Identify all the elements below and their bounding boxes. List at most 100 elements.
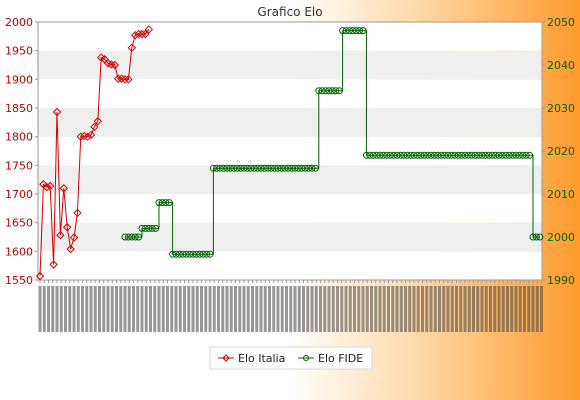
x-tick-label-smear bbox=[399, 286, 403, 332]
elo-fide-point bbox=[209, 164, 217, 172]
elo-fide-point bbox=[250, 164, 258, 172]
elo-fide-point bbox=[502, 151, 510, 159]
x-tick-label-smear bbox=[259, 286, 263, 332]
x-tick-label-smear bbox=[221, 286, 225, 332]
elo-italia-point bbox=[56, 231, 65, 240]
elo-fide-point bbox=[243, 164, 251, 172]
x-tick-label-smear bbox=[438, 286, 441, 332]
right-tick-label: 1990 bbox=[547, 274, 575, 287]
x-tick-label-smear bbox=[136, 286, 140, 332]
x-tick-label-smear bbox=[442, 286, 446, 332]
elo-fide-point bbox=[451, 151, 459, 159]
grid-band bbox=[38, 222, 542, 252]
elo-fide-point bbox=[444, 151, 452, 159]
x-tick-label-smear bbox=[81, 286, 84, 332]
x-tick-label-smear bbox=[225, 286, 229, 332]
left-tick-label: 1900 bbox=[5, 73, 33, 86]
elo-fide-point bbox=[495, 151, 503, 159]
x-tick-label-smear bbox=[472, 286, 475, 332]
elo-fide-point bbox=[141, 224, 149, 232]
elo-fide-point bbox=[461, 151, 469, 159]
elo-fide-point bbox=[526, 151, 534, 159]
left-tick-label: 1650 bbox=[5, 217, 33, 230]
x-tick-label-smear bbox=[127, 286, 131, 332]
legend-label-elo-italia: Elo Italia bbox=[238, 352, 285, 365]
elo-italia-point bbox=[66, 244, 75, 254]
elo-fide-point bbox=[192, 250, 200, 258]
x-tick-label-smear bbox=[302, 286, 305, 332]
elo-fide-point bbox=[220, 164, 228, 172]
elo-fide-point bbox=[522, 151, 530, 159]
elo-italia-point bbox=[59, 184, 69, 193]
x-tick-label-smear bbox=[183, 286, 186, 332]
x-tick-label-smear bbox=[293, 286, 297, 332]
x-tick-label-smear bbox=[263, 286, 267, 332]
x-tick-label-smear bbox=[523, 286, 526, 332]
x-tick-label-smear bbox=[144, 286, 148, 332]
elo-fide-point bbox=[182, 250, 190, 258]
elo-fide-point bbox=[430, 151, 438, 159]
x-tick-label-smear bbox=[421, 286, 424, 332]
elo-fide-point bbox=[475, 151, 483, 159]
x-tick-label-smear bbox=[93, 286, 97, 332]
grid-band bbox=[38, 108, 542, 137]
x-tick-label-smear bbox=[459, 286, 463, 332]
elo-fide-point bbox=[373, 151, 381, 159]
elo-fide-point bbox=[519, 151, 527, 159]
x-tick-label-smear bbox=[102, 286, 106, 332]
x-tick-label-smear bbox=[340, 286, 344, 332]
x-tick-label-smear bbox=[268, 286, 271, 332]
x-tick-label-smear bbox=[323, 286, 327, 332]
elo-fide-point bbox=[458, 151, 466, 159]
x-tick-label-smear bbox=[514, 286, 518, 332]
elo-fide-point bbox=[437, 151, 445, 159]
x-tick-label-smear bbox=[153, 286, 157, 332]
x-tick-label-smear bbox=[47, 286, 50, 332]
elo-italia-point bbox=[62, 223, 72, 232]
x-tick-label-smear bbox=[535, 286, 539, 332]
elo-fide-point bbox=[362, 151, 370, 159]
x-tick-label-smear bbox=[314, 286, 318, 332]
elo-italia-point bbox=[86, 130, 96, 140]
elo-fide-point bbox=[464, 151, 472, 159]
x-tick-label-smear bbox=[382, 286, 386, 332]
elo-fide-point bbox=[390, 151, 398, 159]
elo-fide-point bbox=[152, 224, 160, 232]
elo-fide-point bbox=[145, 224, 153, 232]
elo-fide-point bbox=[294, 164, 302, 172]
x-tick-label-smear bbox=[416, 286, 420, 332]
x-tick-label-smear bbox=[327, 286, 331, 332]
legend-label-elo-fide: Elo FIDE bbox=[318, 352, 363, 365]
elo-fide-point bbox=[339, 27, 347, 35]
elo-fide-point bbox=[512, 151, 520, 159]
elo-fide-point bbox=[427, 151, 435, 159]
x-tick-label-smear bbox=[531, 286, 535, 332]
elo-fide-point bbox=[515, 151, 523, 159]
elo-fide-point bbox=[305, 164, 313, 172]
elo-fide-point bbox=[257, 164, 265, 172]
x-tick-label-smear bbox=[178, 286, 182, 332]
x-tick-label-smear bbox=[85, 286, 89, 332]
x-tick-label-smear bbox=[42, 286, 46, 332]
x-tick-label-smear bbox=[297, 286, 301, 332]
legend-box bbox=[209, 346, 373, 370]
x-tick-label-smear bbox=[68, 286, 72, 332]
elo-italia-point bbox=[45, 181, 55, 191]
elo-fide-point bbox=[291, 164, 299, 172]
elo-italia-point bbox=[127, 43, 137, 53]
elo-fide-point bbox=[509, 151, 517, 159]
elo-fide-point bbox=[230, 164, 238, 172]
x-tick-label-smear bbox=[272, 286, 276, 332]
elo-fide-point bbox=[226, 164, 234, 172]
x-tick-label-smear bbox=[204, 286, 208, 332]
x-tick-label-smear bbox=[455, 286, 458, 332]
grid-band bbox=[38, 194, 542, 223]
x-tick-label-smear bbox=[395, 286, 399, 332]
x-tick-label-smear bbox=[497, 286, 501, 332]
elo-fide-point bbox=[277, 164, 285, 172]
elo-italia-point bbox=[49, 260, 58, 269]
elo-fide-point bbox=[447, 151, 455, 159]
elo-fide-point bbox=[124, 233, 132, 241]
elo-fide-point bbox=[485, 151, 493, 159]
elo-italia-point bbox=[110, 60, 120, 70]
